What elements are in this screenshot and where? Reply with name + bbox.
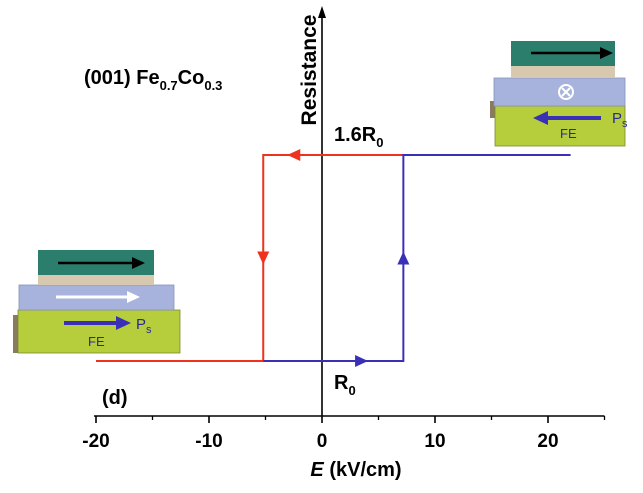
polarization-arrowhead: [116, 316, 131, 330]
sample-label-sub2: 0.3: [204, 78, 222, 93]
device-inset-top-right: Ps FE: [490, 41, 628, 147]
fe-label: FE: [88, 334, 105, 349]
direction-arrow-up: [397, 251, 410, 265]
series-increasing: [263, 154, 571, 367]
top-layer-arrowhead: [600, 47, 613, 59]
x-tick-label: -20: [82, 431, 109, 452]
low-level-label-sub: 0: [348, 383, 355, 398]
x-axis-label: E (kV/cm): [310, 459, 401, 481]
y-axis-arrowhead: [318, 6, 326, 18]
x-tick-label: 20: [537, 431, 558, 452]
low-level-label-main: R: [334, 372, 349, 394]
polarization-label: Ps: [136, 316, 152, 336]
polarization-label: Ps: [612, 110, 628, 130]
direction-arrow-down: [257, 251, 270, 265]
x-tick-label: 10: [424, 431, 445, 452]
x-axis-label-units: (kV/cm): [324, 459, 402, 481]
x-ticks: -20 -10 0 10 20: [82, 416, 606, 452]
sample-label: (001) Fe0.7Co0.3: [84, 67, 222, 93]
polarization-label-main: P: [612, 110, 622, 127]
series-decreasing: [96, 149, 404, 362]
y-axis-label: Resistance: [298, 15, 321, 126]
polarization-label-sub: s: [622, 118, 628, 130]
polarization-label-sub: s: [146, 324, 152, 336]
fe-label: FE: [560, 126, 577, 141]
top-layer-arrowhead: [132, 257, 145, 269]
sample-label-sub1: 0.7: [160, 78, 178, 93]
polarization-label-main: P: [136, 316, 146, 333]
high-level-label: 1.6R0: [334, 124, 383, 150]
direction-arrow-left: [287, 149, 301, 161]
high-level-label-main: 1.6R: [334, 124, 377, 146]
panel-label: (d): [102, 387, 128, 409]
middle-layer-arrowhead: [127, 291, 140, 303]
direction-arrow-right: [355, 355, 369, 367]
device-inset-left: Ps FE: [13, 250, 181, 354]
sample-label-mid: Co: [178, 67, 205, 89]
low-level-label: R0: [334, 372, 356, 398]
x-tick-label: 0: [317, 431, 328, 452]
sample-label-prefix: (001) Fe: [84, 67, 160, 89]
ferroelectric-layer: [17, 309, 181, 354]
x-axis-label-variable: E: [310, 459, 324, 481]
spacer-layer: [511, 66, 615, 78]
x-tick-label: -10: [195, 431, 222, 452]
series-layer: [96, 149, 571, 367]
into-page-icon: [558, 84, 574, 100]
high-level-label-sub: 0: [376, 135, 383, 150]
series-line: [263, 154, 571, 362]
polarization-arrowhead: [533, 111, 548, 125]
spacer-layer: [38, 275, 154, 285]
